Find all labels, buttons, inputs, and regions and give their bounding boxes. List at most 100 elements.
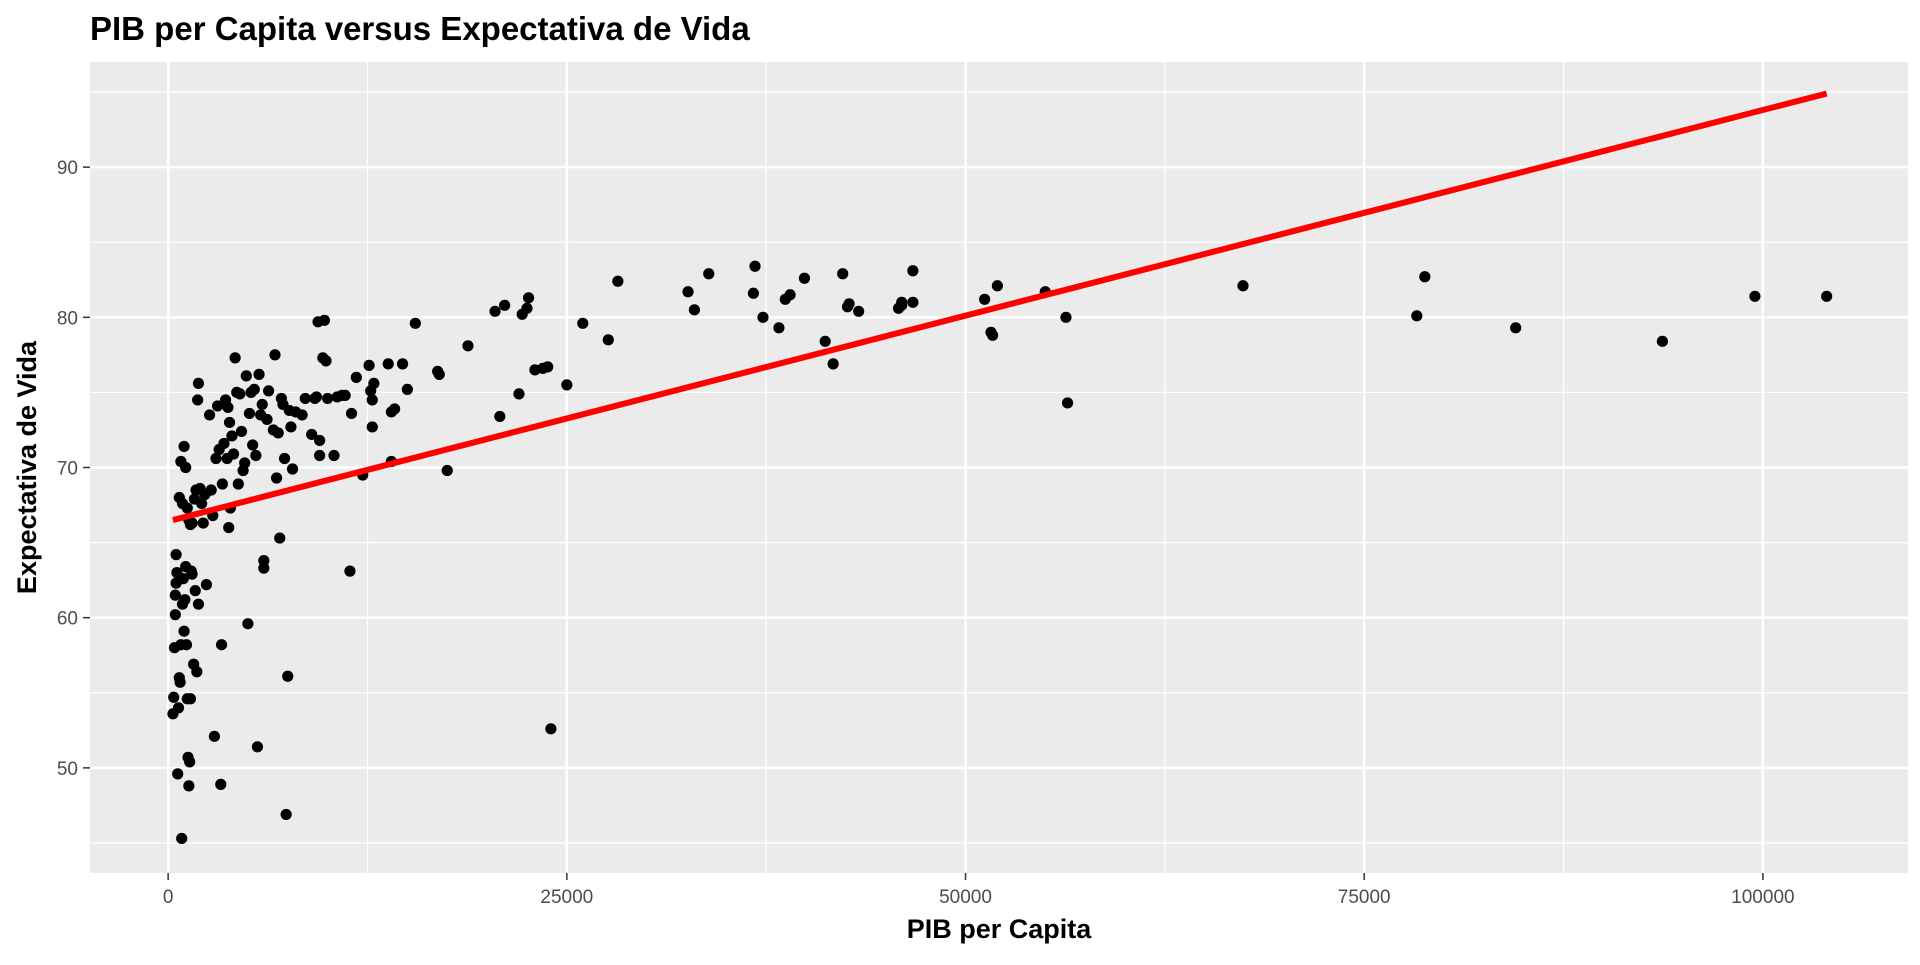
data-point [174,676,186,688]
data-point [757,311,769,323]
data-point [186,517,198,529]
data-point [180,461,192,474]
data-point [223,416,236,429]
data-point [248,383,260,396]
data-point [181,502,193,514]
data-point [278,452,291,465]
data-point [296,409,308,421]
data-point [545,723,557,735]
data-point [843,298,855,310]
data-point [176,832,188,845]
data-point [318,314,331,326]
data-point [314,449,326,462]
data-point [169,589,181,601]
data-point [350,371,362,383]
data-point [215,639,228,651]
data-points [167,260,1833,845]
data-point [168,691,180,703]
data-point [208,730,220,742]
data-point [602,334,614,346]
data-point [499,299,511,311]
data-point [991,280,1004,292]
data-point [179,594,191,606]
data-point [1237,280,1249,292]
data-point [837,268,849,280]
data-point [172,702,185,714]
data-point [282,670,294,682]
data-point [853,305,865,317]
data-point [172,768,184,780]
y-tick-label: 50 [57,759,78,780]
data-point [189,585,201,597]
data-point [192,598,205,610]
data-point [363,359,375,371]
data-point [269,349,281,361]
data-point [784,289,796,301]
data-point [227,448,240,460]
data-point [229,352,241,364]
data-point [200,579,213,591]
data-point [368,377,380,389]
data-point [192,394,204,406]
data-point [256,398,268,411]
data-point [907,265,919,277]
data-point [223,521,235,534]
data-point [258,562,270,574]
data-point [896,299,908,311]
data-point [170,549,182,561]
data-point [169,609,181,621]
data-point [211,400,224,412]
y-tick-label: 70 [57,459,78,480]
data-point [320,355,332,367]
data-point [240,370,252,382]
data-point [263,385,275,397]
x-axis-title: PIB per Capita [907,914,1093,944]
data-point [196,497,208,510]
data-point [521,302,533,314]
data-point [285,421,297,433]
data-point [204,409,216,421]
data-point [250,449,262,462]
data-point [197,517,209,529]
data-point [299,392,311,405]
data-point [401,383,413,396]
data-point [191,666,203,678]
x-axis: 0 25000 50000 75000 100000 [163,873,1795,908]
data-point [216,478,228,490]
data-point [272,427,284,439]
data-point [215,778,227,790]
data-point [827,358,839,370]
y-axis-title: Expectativa de Vida [12,340,42,594]
data-point [286,463,299,475]
data-point [489,305,501,317]
data-point [382,358,394,370]
x-tick-label: 50000 [939,887,992,908]
data-point [409,317,421,329]
data-point [186,568,198,580]
x-tick-label: 75000 [1338,887,1391,908]
data-point [180,639,193,651]
data-point [251,741,264,753]
data-point [235,425,248,438]
data-point [218,437,230,450]
data-point [703,268,715,280]
y-tick-label: 80 [57,308,78,329]
data-point [366,421,378,433]
data-point [1656,335,1669,347]
data-point [1061,397,1074,409]
data-point [577,317,589,329]
data-point [253,368,265,380]
data-point [280,808,292,821]
y-tick-label: 90 [57,158,78,179]
data-point [1821,290,1833,302]
data-point [1419,271,1431,283]
data-point [366,394,378,406]
data-point [1411,310,1423,322]
data-point [907,296,919,308]
data-point [1749,290,1761,302]
data-point [345,407,358,420]
data-point [178,625,190,637]
data-point [798,272,811,284]
data-point [177,573,189,585]
